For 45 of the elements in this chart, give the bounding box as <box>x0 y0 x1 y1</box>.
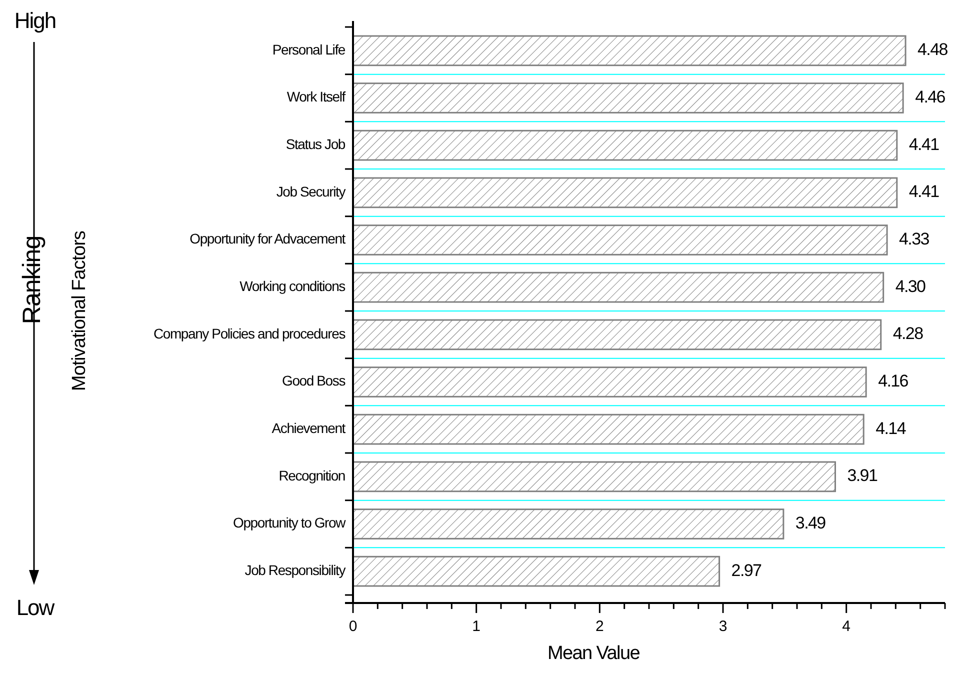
data-label: 4.30 <box>895 276 926 296</box>
bar <box>352 366 867 398</box>
y-tick-label: Company Policies and procedures <box>153 325 346 342</box>
bar <box>352 35 906 66</box>
data-label: 4.48 <box>918 40 948 60</box>
y-tick-label: Good Boss <box>282 372 346 389</box>
data-label: 4.28 <box>892 324 924 344</box>
text: Low <box>16 595 55 620</box>
y-tick-label: Recognition <box>278 467 345 484</box>
data-label: 4.33 <box>899 229 930 248</box>
bar <box>352 272 884 303</box>
data-label: 2.97 <box>731 560 762 580</box>
y-tick-label: Personal Life <box>272 41 346 58</box>
data-label: 4.41 <box>908 182 940 202</box>
x-tick-label: 0 <box>348 618 358 635</box>
y-tick-label: Job Responsibility <box>244 562 346 578</box>
data-label: 4.46 <box>915 87 946 106</box>
x-tick-label: 4 <box>842 618 851 635</box>
data-label: 4.16 <box>878 371 908 390</box>
x-tick-label: 2 <box>595 618 604 635</box>
y-tick-label: Opportunity for Advacement <box>190 230 346 247</box>
y-tick-label: Opportunity to Grow <box>233 514 347 531</box>
x-axis-title: Mean Value <box>548 643 640 664</box>
bar <box>352 319 882 350</box>
bar <box>352 177 898 208</box>
data-label: 4.14 <box>876 418 906 438</box>
data-label: 3.91 <box>847 466 878 486</box>
x-tick-label: 3 <box>718 618 728 635</box>
bar <box>352 224 888 256</box>
y-tick-label: Achievement <box>272 420 346 436</box>
y-tick-label: Work Itself <box>286 88 346 105</box>
y-tick-label: Job Security <box>276 183 346 200</box>
bar <box>352 130 898 161</box>
bar <box>352 508 784 540</box>
bar <box>352 82 904 114</box>
text: High <box>14 8 56 33</box>
bar <box>352 556 720 587</box>
y-tick-label: Status Job <box>286 136 346 152</box>
bar <box>352 461 836 492</box>
data-label: 4.41 <box>908 134 940 154</box>
y-axis-title: Motivational Factors <box>69 230 90 392</box>
y-tick-label: Working conditions <box>240 278 346 294</box>
x-tick-label: 1 <box>472 618 481 635</box>
data-label: 3.49 <box>795 513 826 532</box>
bar <box>352 414 864 445</box>
